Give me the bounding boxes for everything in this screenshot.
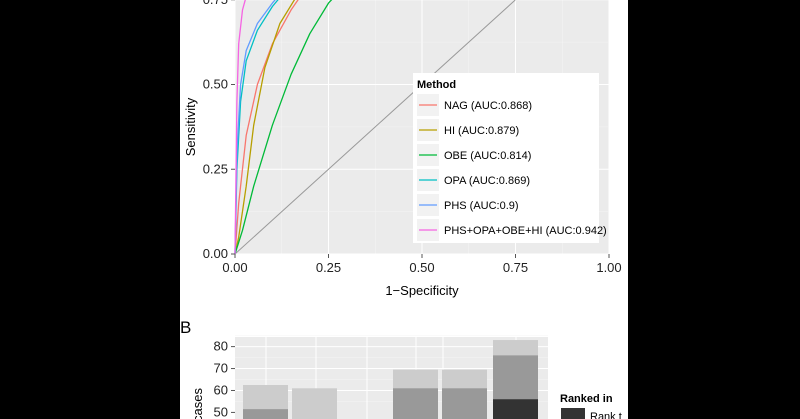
bar-legend-label: Rank t [590, 411, 622, 419]
y-tick-label: 0.75 [203, 0, 228, 7]
y-axis-label: Sensitivity [183, 97, 198, 156]
x-tick-label: 0.50 [409, 260, 434, 275]
bar-y-tick-label: 70 [214, 361, 228, 376]
legend-label: NAG (AUC:0.868) [444, 100, 532, 112]
figure-svg: 0.00 0.25 0.50 0.75 1.00 0.00 0.25 0.50 0.75 1−… [180, 0, 622, 419]
bar-segment [393, 388, 438, 419]
legend-label: OBE (AUC:0.814) [444, 150, 531, 162]
roc-curve [234, 0, 279, 255]
legend-title: Method [417, 79, 456, 91]
roc-curve [234, 0, 246, 255]
roc-curve [234, 0, 296, 255]
bar-segment [243, 409, 288, 419]
diagonal-reference-line [234, 0, 516, 255]
roc-curve [234, 0, 333, 255]
x-tick-label: 0.25 [316, 260, 341, 275]
x-tick-label: 0.75 [503, 260, 528, 275]
roc-curve [234, 0, 299, 255]
bar-y-tick-label: 50 [214, 404, 228, 419]
bar-legend-title: Ranked in [560, 393, 613, 405]
legend-label: PHS+OPA+OBE+HI (AUC:0.942) [444, 225, 607, 237]
x-tick-label: 0.00 [222, 260, 247, 275]
x-tick-labels: 0.00 0.25 0.50 0.75 1.00 [222, 254, 622, 275]
bar-chart: B 50 60 70 80 cases Ranked in Rank t [180, 318, 622, 419]
legend-entries: NAG (AUC:0.868) HI (AUC:0.879) OBE (AUC:0.… [417, 94, 607, 241]
roc-legend: Method NAG (AUC:0.868) HI (AUC:0.879) OBE … [413, 73, 607, 243]
y-tick-labels: 0.00 0.25 0.50 0.75 [203, 0, 235, 261]
y-tick-label: 0.00 [203, 246, 228, 261]
bar-segment [493, 399, 538, 419]
roc-curve [234, 0, 276, 255]
y-tick-label: 0.25 [203, 161, 228, 176]
panel-label: B [180, 318, 191, 337]
bar-y-tick-label: 80 [214, 339, 228, 354]
x-axis-label: 1−Specificity [385, 283, 459, 298]
bar-segment [292, 388, 337, 419]
roc-curves [234, 0, 333, 255]
bars [243, 340, 538, 419]
legend-background [413, 73, 599, 243]
x-tick-label: 1.00 [596, 260, 621, 275]
bar-y-tick-labels: 50 60 70 80 [214, 339, 235, 419]
bar-legend-key [561, 408, 585, 419]
figure-panel: 0.00 0.25 0.50 0.75 1.00 0.00 0.25 0.50 0.75 1−… [180, 0, 628, 419]
legend-label: OPA (AUC:0.869) [444, 175, 530, 187]
bar-y-tick-label: 60 [214, 382, 228, 397]
y-tick-label: 0.50 [203, 77, 228, 92]
bar-y-axis-label: cases [190, 388, 205, 419]
bar-segment [442, 388, 487, 419]
legend-label: PHS (AUC:0.9) [444, 200, 519, 212]
legend-label: HI (AUC:0.879) [444, 125, 519, 137]
roc-chart: 0.00 0.25 0.50 0.75 1.00 0.00 0.25 0.50 0.75 1−… [183, 0, 622, 298]
